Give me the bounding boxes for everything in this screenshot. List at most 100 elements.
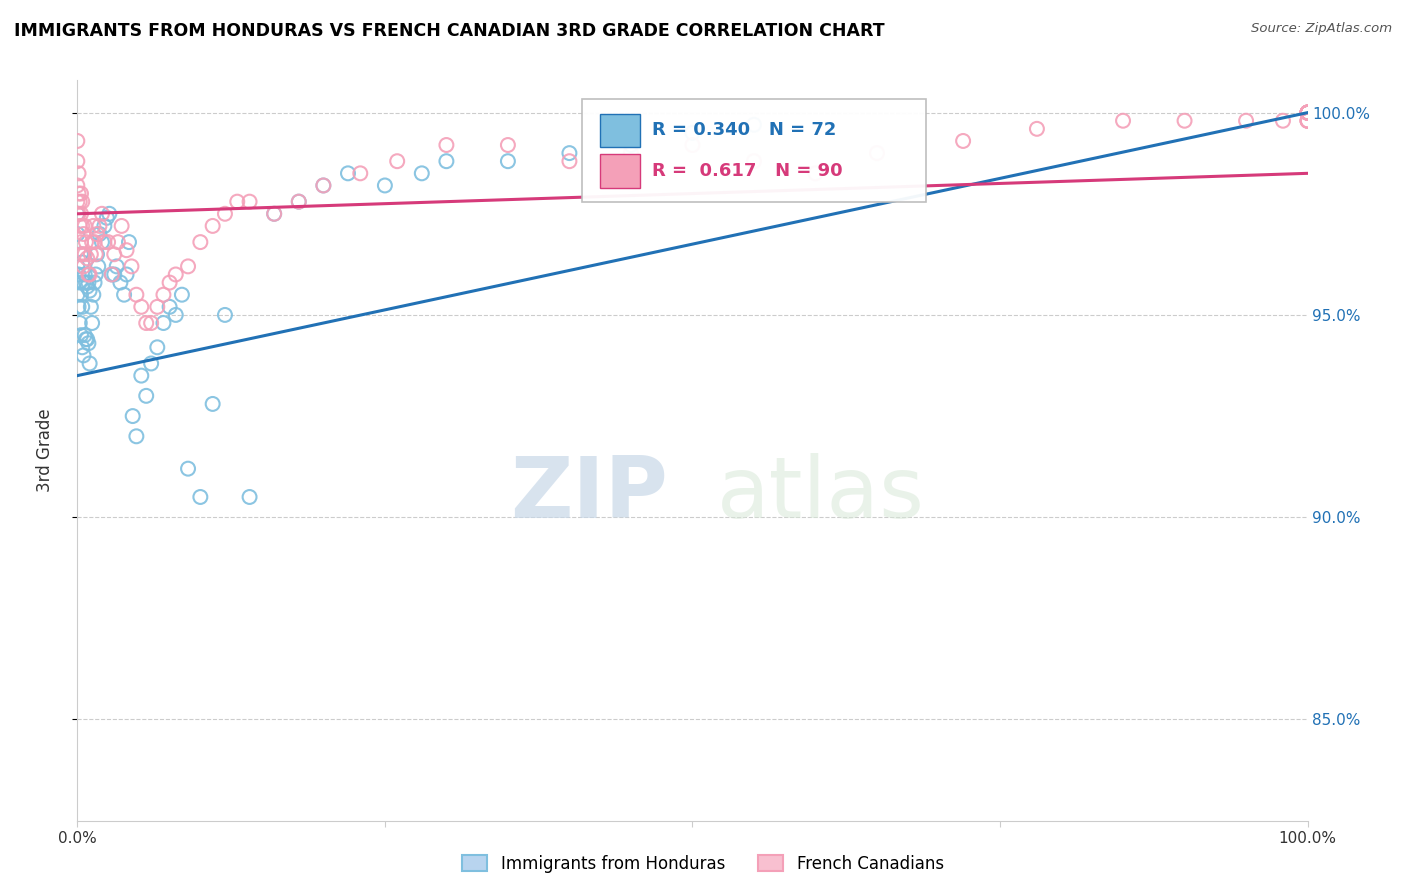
Point (1296, 105, 1319, 120)
Point (66, 260, 89, 274)
Text: ZIP: ZIP (510, 453, 668, 536)
Point (742, 154, 765, 169)
Point (75, 235, 97, 249)
Point (682, 126, 704, 140)
Point (135, 389, 157, 403)
Point (69, 276, 91, 290)
Point (558, 154, 581, 169)
Point (70, 207, 93, 221)
Point (165, 308, 187, 322)
Point (76, 279, 98, 293)
Point (1272, 113, 1295, 128)
Point (67, 300, 90, 314)
Point (66, 154, 89, 169)
Point (70, 300, 93, 314)
Point (1296, 105, 1319, 120)
Point (159, 276, 181, 290)
Point (93, 235, 115, 249)
Point (620, 138, 643, 153)
Point (1296, 105, 1319, 120)
Point (1112, 113, 1135, 128)
Point (96, 211, 118, 225)
FancyBboxPatch shape (582, 99, 927, 202)
Point (67, 186, 90, 201)
Point (75, 332, 97, 346)
Point (214, 207, 236, 221)
Point (67, 166, 90, 180)
Point (101, 268, 124, 282)
Point (201, 219, 224, 233)
Point (73, 219, 96, 233)
Point (80, 300, 103, 314)
Point (66, 207, 89, 221)
Point (1026, 121, 1049, 136)
Point (1296, 113, 1319, 128)
Point (72, 260, 94, 274)
Point (103, 247, 125, 261)
Point (312, 178, 335, 193)
Point (125, 287, 148, 301)
Point (288, 194, 311, 209)
Point (141, 356, 163, 370)
Point (70, 235, 93, 249)
Point (70, 287, 93, 301)
Point (70, 247, 93, 261)
Point (129, 300, 153, 314)
Point (82, 235, 104, 249)
Point (75, 276, 97, 290)
Point (83, 235, 105, 249)
Point (1296, 105, 1319, 120)
Point (115, 243, 138, 257)
Point (226, 194, 249, 209)
Point (69, 219, 91, 233)
Point (86, 247, 108, 261)
Point (374, 178, 396, 193)
Point (115, 268, 138, 282)
Point (1296, 105, 1319, 120)
Point (620, 146, 643, 161)
Point (349, 166, 371, 180)
Point (436, 154, 458, 169)
Point (1296, 113, 1319, 128)
Point (152, 287, 174, 301)
Bar (600, 113, 640, 147)
Point (79, 268, 101, 282)
Point (288, 194, 311, 209)
Point (177, 461, 200, 475)
Point (312, 178, 335, 193)
Point (165, 268, 187, 282)
Point (93, 219, 115, 233)
Text: R = 0.340   N = 72: R = 0.340 N = 72 (652, 121, 837, 139)
Point (263, 207, 285, 221)
Point (1296, 105, 1319, 120)
Point (141, 316, 163, 330)
Point (239, 490, 262, 504)
Point (263, 207, 285, 221)
Point (97, 235, 120, 249)
Text: R =  0.617   N = 90: R = 0.617 N = 90 (652, 161, 842, 179)
Point (66, 207, 89, 221)
Point (1296, 105, 1319, 120)
Point (742, 118, 765, 132)
Point (558, 146, 581, 161)
Point (66, 134, 89, 148)
Point (105, 260, 128, 274)
Point (84, 247, 107, 261)
Point (79, 356, 101, 370)
Legend: Immigrants from Honduras, French Canadians: Immigrants from Honduras, French Canadia… (456, 848, 950, 880)
Point (82, 219, 104, 233)
Point (70, 186, 93, 201)
Point (66, 178, 89, 193)
Point (73, 247, 96, 261)
Text: atlas: atlas (717, 453, 925, 536)
Point (76, 252, 98, 266)
Point (129, 368, 153, 383)
Text: IMMIGRANTS FROM HONDURAS VS FRENCH CANADIAN 3RD GRADE CORRELATION CHART: IMMIGRANTS FROM HONDURAS VS FRENCH CANAD… (14, 22, 884, 40)
Point (496, 154, 519, 169)
Point (1296, 113, 1319, 128)
Point (66, 227, 89, 241)
Point (1296, 105, 1319, 120)
Point (135, 316, 157, 330)
Y-axis label: 3rd Grade: 3rd Grade (35, 409, 53, 492)
Point (121, 409, 143, 423)
